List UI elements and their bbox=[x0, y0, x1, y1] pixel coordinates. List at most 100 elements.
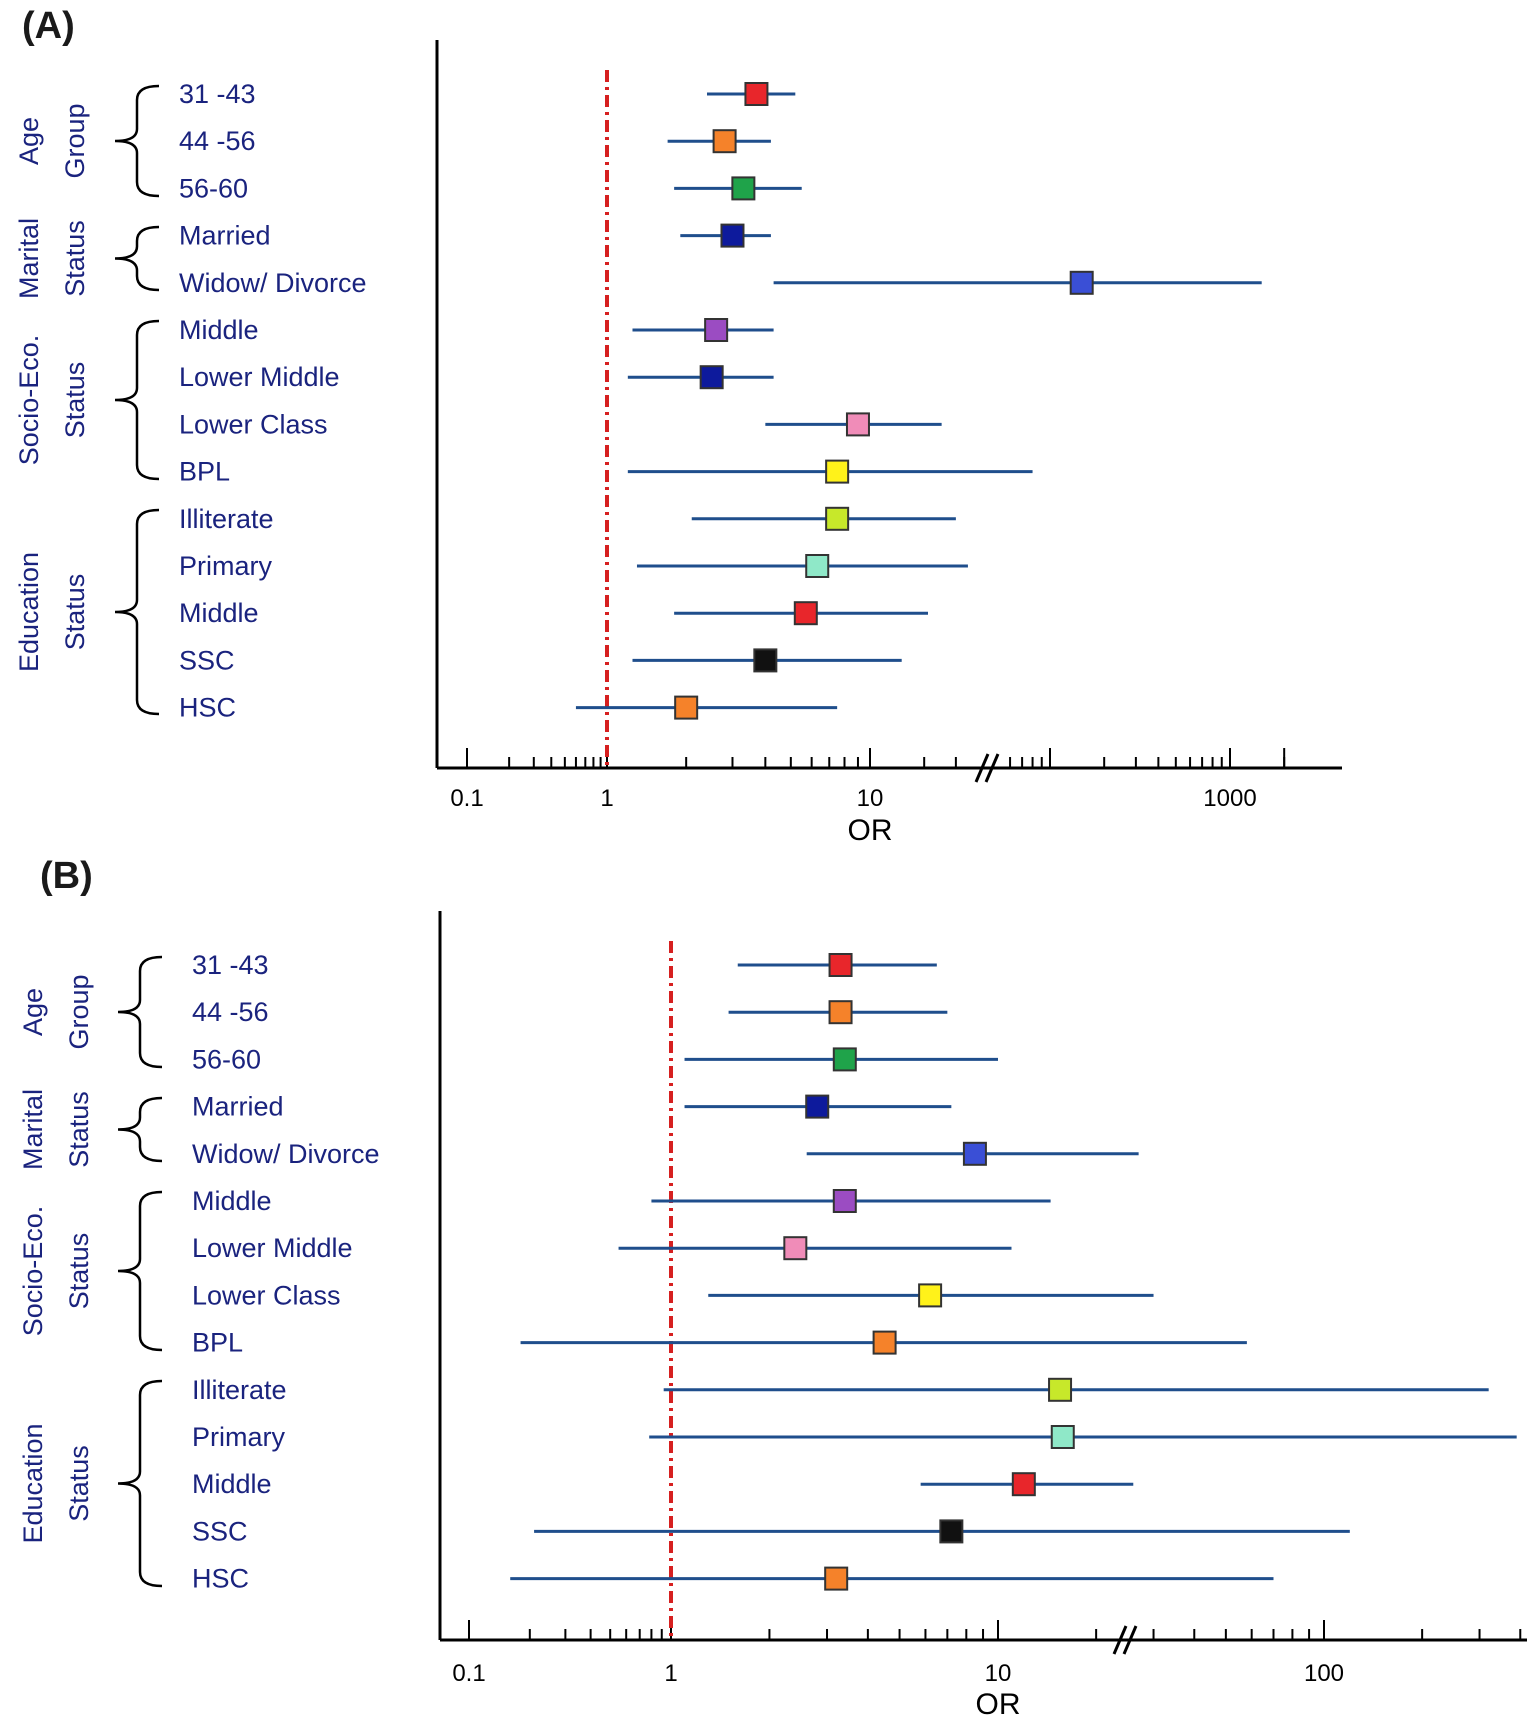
or-point-marker bbox=[783, 1236, 808, 1261]
or-point-marker bbox=[1069, 270, 1094, 295]
or-point-marker bbox=[832, 1047, 857, 1072]
row-label: Primary bbox=[192, 1422, 285, 1452]
row-label: Married bbox=[192, 1092, 284, 1122]
group-label-line: Group bbox=[60, 103, 90, 178]
group-brace bbox=[117, 1096, 163, 1163]
row-label: BPL bbox=[192, 1328, 243, 1358]
row-label: Married bbox=[179, 221, 271, 251]
axis-break-mark bbox=[984, 753, 1000, 783]
or-point-marker bbox=[832, 1189, 857, 1213]
or-point-marker bbox=[731, 176, 756, 201]
or-point-marker bbox=[1011, 1472, 1036, 1497]
x-tick-label: 0.1 bbox=[452, 1660, 485, 1687]
or-point-marker bbox=[825, 459, 850, 484]
group-label: Marital Status bbox=[14, 218, 90, 299]
group-brace bbox=[117, 1379, 163, 1588]
or-point-marker bbox=[828, 953, 853, 977]
group-label-line: Marital bbox=[18, 1089, 48, 1170]
row-label: Primary bbox=[179, 551, 272, 581]
panel-label: (B) bbox=[40, 855, 93, 897]
or-point-marker bbox=[1050, 1425, 1075, 1449]
panel-label: (A) bbox=[22, 5, 75, 47]
group-label-line: Age bbox=[18, 988, 48, 1036]
x-tick-label: 100 bbox=[1304, 1660, 1344, 1687]
or-point-marker bbox=[805, 554, 830, 578]
or-point-marker bbox=[962, 1141, 987, 1166]
panel-a: (A) 0.1 1 10 1000 OR Age Group Marital Status Soci… bbox=[14, 5, 1342, 847]
group-label-line: Status bbox=[60, 574, 90, 651]
or-point-marker bbox=[753, 648, 778, 673]
group-label-line: Status bbox=[64, 1445, 94, 1522]
axis-break-mark bbox=[1112, 1625, 1128, 1655]
row-label: 56-60 bbox=[179, 173, 248, 203]
or-point-marker bbox=[793, 601, 818, 626]
group-label-line: Status bbox=[64, 1233, 94, 1310]
group-label: Socio-Eco. Status bbox=[14, 335, 90, 466]
group-brace bbox=[114, 84, 160, 198]
or-point-marker bbox=[828, 1000, 853, 1025]
group-label-line: Status bbox=[64, 1091, 94, 1168]
row-label: BPL bbox=[179, 457, 230, 487]
or-point-marker bbox=[720, 223, 745, 248]
x-tick-label: 10 bbox=[985, 1660, 1012, 1687]
x-tick-label: 1 bbox=[664, 1660, 677, 1687]
group-label: Age Group bbox=[14, 103, 90, 178]
row-label: SSC bbox=[192, 1516, 248, 1546]
group-brace bbox=[114, 508, 160, 716]
or-point-marker bbox=[918, 1283, 943, 1308]
group-label-line: Status bbox=[60, 362, 90, 439]
axis-break-mark bbox=[1122, 1625, 1138, 1655]
or-point-marker bbox=[824, 1566, 849, 1591]
row-label: 44 -56 bbox=[192, 997, 269, 1027]
x-tick-label: 1 bbox=[600, 785, 613, 812]
row-label: Lower Class bbox=[179, 409, 328, 439]
x-axis-title: OR bbox=[848, 814, 893, 847]
group-label-line: Group bbox=[64, 974, 94, 1049]
or-point-marker bbox=[805, 1094, 830, 1119]
or-point-marker bbox=[845, 412, 870, 437]
group-label-line: Socio-Eco. bbox=[18, 1206, 48, 1337]
row-label: 44 -56 bbox=[179, 126, 256, 156]
group-brace bbox=[117, 1190, 163, 1352]
row-label: Widow/ Divorce bbox=[192, 1139, 380, 1169]
or-point-marker bbox=[712, 129, 737, 154]
row-label: Widow/ Divorce bbox=[179, 268, 367, 298]
group-label-line: Status bbox=[60, 220, 90, 297]
row-label: HSC bbox=[192, 1564, 249, 1594]
or-point-marker bbox=[699, 365, 724, 390]
or-point-marker bbox=[704, 318, 729, 342]
group-label: Socio-Eco. Status bbox=[18, 1206, 94, 1337]
or-point-marker bbox=[744, 82, 769, 106]
row-label: 31 -43 bbox=[192, 950, 269, 980]
group-label-line: Education bbox=[18, 1423, 48, 1543]
x-tick-label: 0.1 bbox=[450, 785, 483, 812]
group-brace bbox=[114, 319, 160, 481]
or-point-marker bbox=[1048, 1377, 1073, 1402]
x-tick-label: 10 bbox=[857, 785, 884, 812]
row-label: HSC bbox=[179, 693, 236, 723]
or-point-marker bbox=[674, 695, 699, 720]
group-brace bbox=[114, 225, 160, 292]
or-point-marker bbox=[939, 1519, 964, 1544]
group-label-line: Age bbox=[14, 117, 44, 165]
group-label-line: Education bbox=[14, 552, 44, 672]
row-label: Middle bbox=[192, 1186, 272, 1216]
row-label: Middle bbox=[192, 1469, 272, 1499]
row-label: Illiterate bbox=[192, 1375, 287, 1405]
row-label: 31 -43 bbox=[179, 79, 256, 109]
or-point-marker bbox=[825, 506, 850, 531]
x-axis-title: OR bbox=[976, 1688, 1021, 1721]
row-label: 56-60 bbox=[192, 1044, 261, 1074]
row-label: Lower Class bbox=[192, 1280, 341, 1310]
group-label: Marital Status bbox=[18, 1089, 94, 1170]
group-label-line: Socio-Eco. bbox=[14, 335, 44, 466]
or-point-marker bbox=[872, 1330, 897, 1355]
x-tick-label: 1000 bbox=[1203, 785, 1256, 812]
group-brace bbox=[117, 955, 163, 1069]
axis-break-mark bbox=[974, 753, 990, 783]
row-label: Middle bbox=[179, 598, 259, 628]
group-label: Education Status bbox=[18, 1423, 94, 1543]
row-label: Lower Middle bbox=[192, 1233, 353, 1263]
